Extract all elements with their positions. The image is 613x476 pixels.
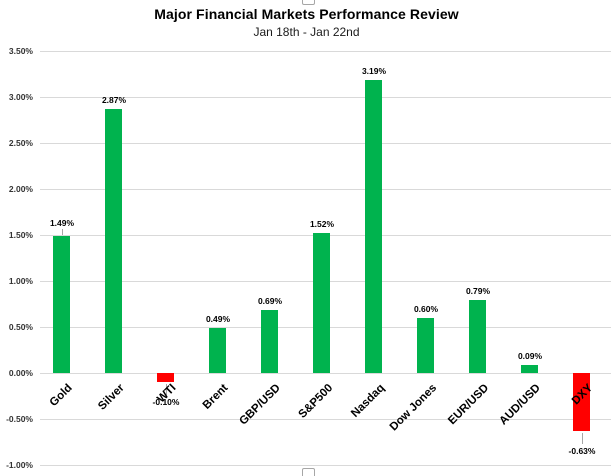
bar-s-p500[interactable] xyxy=(313,233,330,373)
data-label-silver: 2.87% xyxy=(101,95,127,105)
gridline xyxy=(40,143,611,144)
gridline xyxy=(40,189,611,190)
y-axis-tick-label: -0.50% xyxy=(6,414,33,424)
data-label-gold: 1.49% xyxy=(49,218,75,228)
data-label-dxy: -0.63% xyxy=(568,446,596,456)
y-axis-tick-label: 2.50% xyxy=(8,138,33,148)
bar-dow-jones[interactable] xyxy=(417,318,434,373)
data-label-dow-jones: 0.60% xyxy=(413,304,439,314)
x-axis-category-label-nasdaq: Nasdaq xyxy=(349,382,387,420)
gridline xyxy=(40,51,611,52)
data-label-leader-line xyxy=(62,229,63,235)
y-axis-tick-label: 2.00% xyxy=(8,184,33,194)
data-label-leader-line xyxy=(166,384,167,395)
chart-resize-handle-top[interactable] xyxy=(302,0,315,5)
gridline xyxy=(40,419,611,420)
chart-subtitle: Jan 18th - Jan 22nd xyxy=(253,25,360,39)
chart-resize-handle-bottom[interactable] xyxy=(302,468,315,476)
data-label-s-p500: 1.52% xyxy=(309,219,335,229)
bar-silver[interactable] xyxy=(105,109,122,373)
bar-dxy[interactable] xyxy=(573,373,590,431)
bar-gbp-usd[interactable] xyxy=(261,310,278,373)
chart-title: Major Financial Markets Performance Revi… xyxy=(154,6,459,22)
gridline xyxy=(40,373,611,374)
y-axis-tick-label: 0.50% xyxy=(8,322,33,332)
y-axis-tick-label: 3.00% xyxy=(8,92,33,102)
x-axis-category-label-gold: Gold xyxy=(47,382,75,410)
x-axis-category-label-s-p500: S&P500 xyxy=(296,382,335,421)
bar-gold[interactable] xyxy=(53,236,70,373)
y-axis-tick-label: 3.50% xyxy=(8,46,33,56)
bar-wti[interactable] xyxy=(157,373,174,382)
data-label-aud-usd: 0.09% xyxy=(517,351,543,361)
x-axis-category-label-aud-usd: AUD/USD xyxy=(497,382,543,428)
data-label-eur-usd: 0.79% xyxy=(465,286,491,296)
bar-aud-usd[interactable] xyxy=(521,365,538,373)
y-axis-tick-label: 0.00% xyxy=(8,368,33,378)
y-axis-tick-label: -1.00% xyxy=(6,460,33,470)
x-axis-category-label-dow-jones: Dow Jones xyxy=(387,382,439,434)
data-label-nasdaq: 3.19% xyxy=(361,66,387,76)
bar-brent[interactable] xyxy=(209,328,226,373)
data-label-leader-line xyxy=(582,433,583,444)
data-label-gbp-usd: 0.69% xyxy=(257,296,283,306)
x-axis-category-label-brent: Brent xyxy=(201,382,231,412)
data-label-wti: -0.10% xyxy=(152,397,180,407)
data-label-brent: 0.49% xyxy=(205,314,231,324)
x-axis-category-label-gbp-usd: GBP/USD xyxy=(237,382,283,428)
bar-eur-usd[interactable] xyxy=(469,300,486,373)
gridline xyxy=(40,97,611,98)
bar-nasdaq[interactable] xyxy=(365,80,382,373)
x-axis-category-label-silver: Silver xyxy=(96,382,127,413)
y-axis-tick-label: 1.50% xyxy=(8,230,33,240)
x-axis-category-label-eur-usd: EUR/USD xyxy=(445,382,491,428)
gridline xyxy=(40,465,611,466)
y-axis-tick-label: 1.00% xyxy=(8,276,33,286)
